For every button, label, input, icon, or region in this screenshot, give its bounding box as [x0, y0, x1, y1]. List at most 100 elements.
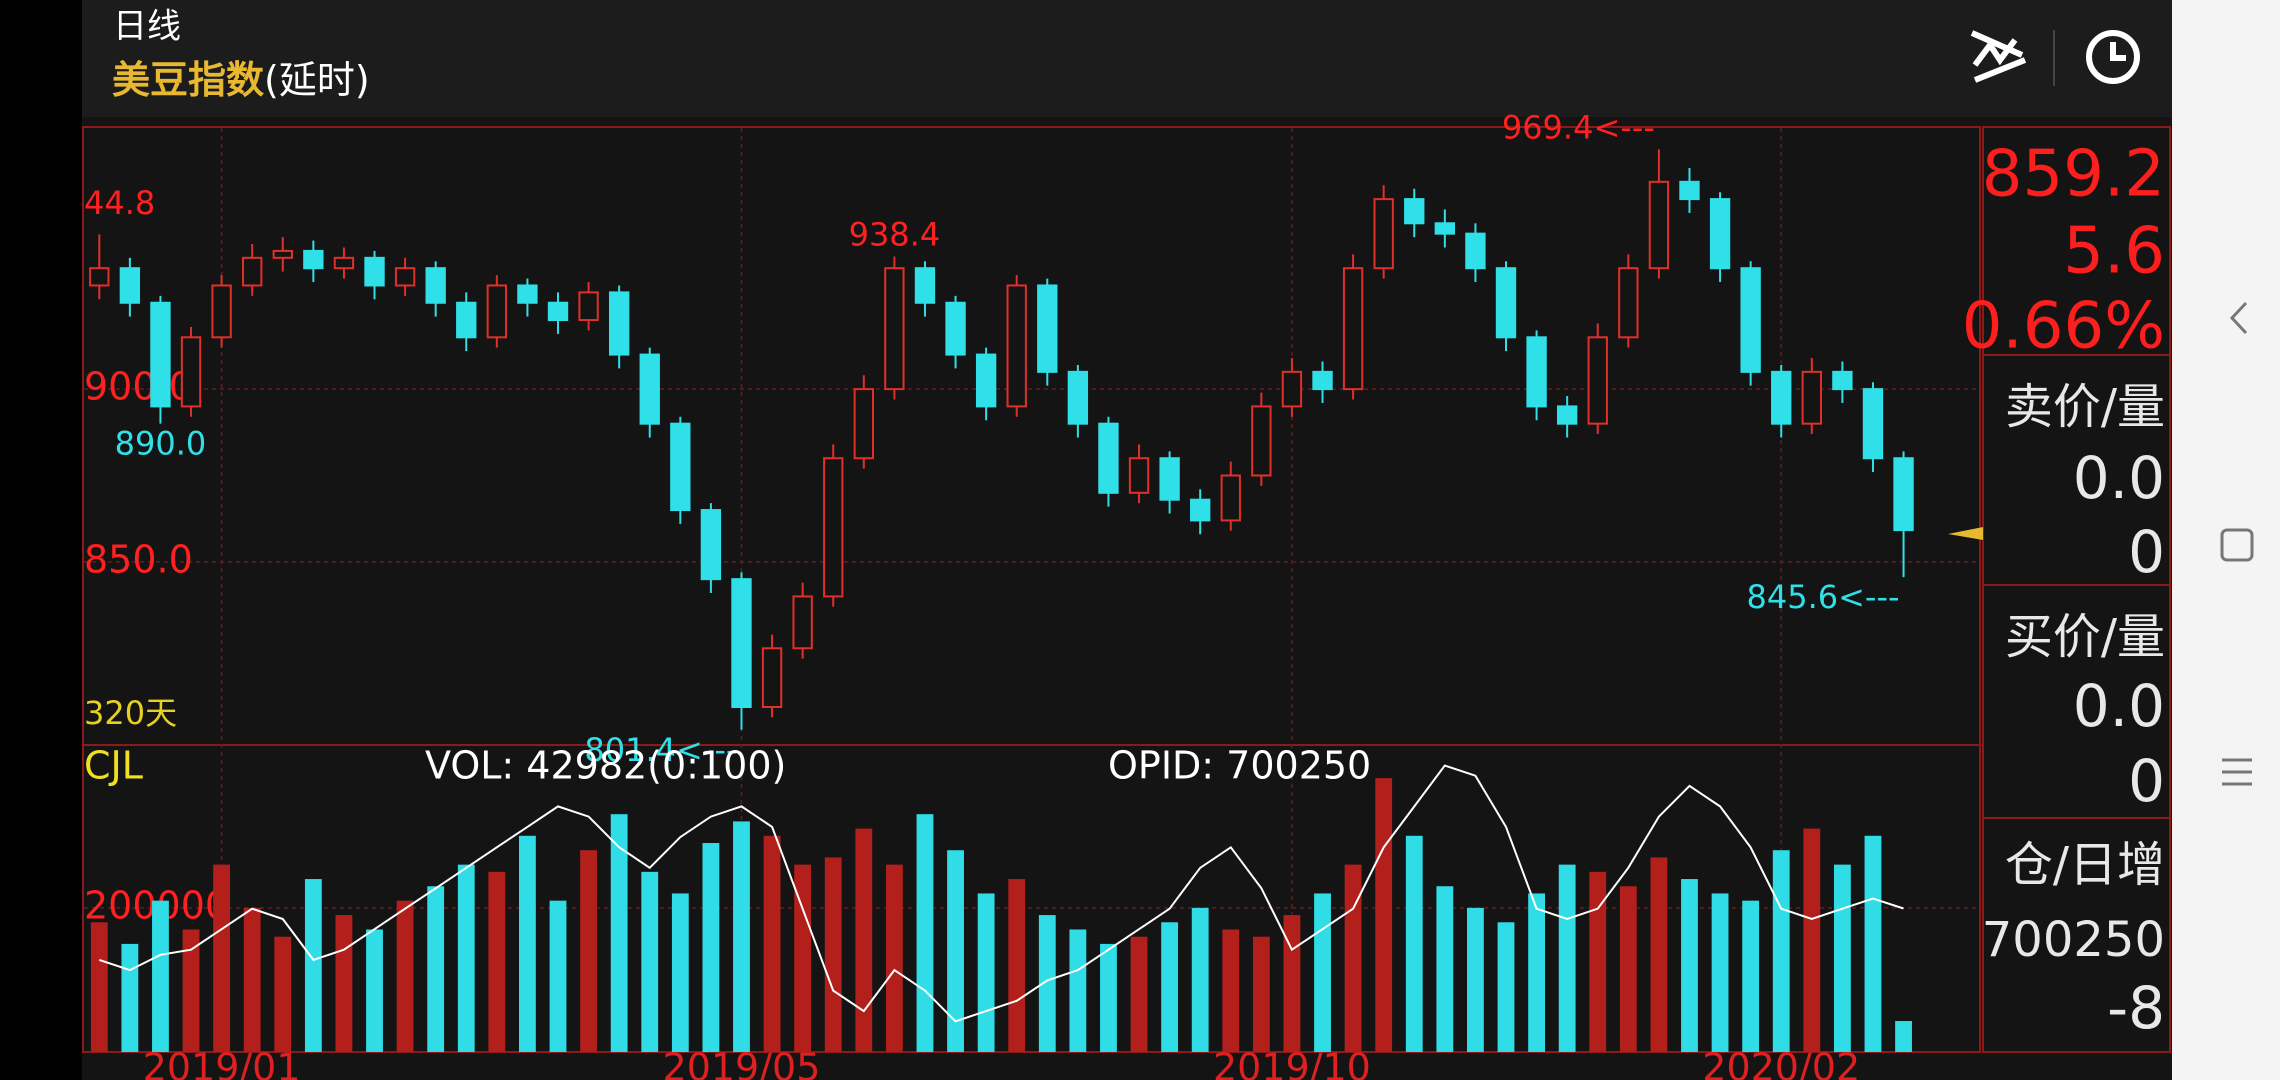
candle-body	[303, 249, 324, 270]
candle-body	[1495, 267, 1517, 339]
volume-bar	[702, 843, 720, 1052]
volume-bar	[274, 936, 292, 1052]
candle-body	[761, 647, 783, 708]
candle-body	[792, 595, 813, 650]
home-button[interactable]	[2220, 528, 2254, 562]
candle-body	[1709, 198, 1731, 270]
volume-bar	[1191, 907, 1209, 1052]
volume-bar	[671, 893, 689, 1052]
delay-note: (延时)	[264, 58, 370, 102]
volume-bar	[1283, 915, 1301, 1052]
days-label: 320天	[84, 694, 177, 732]
volume-bar	[1130, 936, 1148, 1052]
candle-body	[914, 267, 936, 304]
candle-body	[700, 509, 722, 581]
nav-bar	[2172, 0, 2280, 1080]
candle-body	[1679, 180, 1700, 201]
candle-body	[1342, 267, 1364, 391]
period[interactable]: 日线	[113, 7, 181, 47]
candle-body	[1251, 405, 1272, 477]
annotation: 969.4<---	[1502, 108, 1655, 146]
frames	[82, 126, 2171, 1053]
volume-bar	[641, 871, 659, 1052]
candle-body	[1312, 370, 1333, 391]
change-percent: 0.66%	[1962, 290, 2165, 364]
candle-body	[394, 267, 416, 287]
volume-bar	[947, 850, 964, 1052]
candle-body	[1006, 284, 1027, 408]
price-pointer	[1948, 527, 1983, 540]
volume-bar	[1497, 922, 1515, 1052]
volume-bar	[1344, 864, 1362, 1052]
volume-bar	[885, 864, 903, 1052]
volume-bar	[1803, 828, 1821, 1052]
volume-bar	[1222, 929, 1240, 1052]
indicator-icon[interactable]	[1970, 30, 2027, 83]
candle-body	[1832, 370, 1853, 391]
volume-bar	[916, 814, 934, 1052]
symbol-name: 美豆指数	[112, 58, 264, 102]
candle-body	[1893, 457, 1914, 532]
volume-bar	[457, 864, 475, 1052]
recent-button[interactable]	[2222, 758, 2252, 786]
volume-bar	[1895, 1021, 1912, 1052]
clock-icon[interactable]	[2086, 30, 2140, 84]
volume-bar	[610, 814, 628, 1052]
annotation: 44.8	[84, 184, 155, 222]
volume-bar	[1528, 893, 1545, 1052]
open-interest-line	[98, 764, 1904, 1023]
volume-bar	[580, 850, 597, 1052]
candle-body	[1771, 370, 1792, 425]
volume-bar	[488, 871, 506, 1052]
candle-body	[1037, 284, 1058, 373]
candle-body	[272, 249, 293, 259]
y-tick-label: 850.0	[84, 537, 193, 581]
volume-bar	[1008, 879, 1026, 1052]
candle-body	[89, 267, 110, 287]
volume-bar	[549, 900, 567, 1052]
candle-body	[1556, 405, 1578, 425]
candle-body	[150, 301, 171, 408]
candle-body	[1801, 370, 1822, 425]
volume-bar	[1069, 929, 1087, 1052]
last-price: 859.2	[1982, 138, 2165, 212]
candle-body	[456, 301, 477, 339]
ask-price: 0.0	[2073, 444, 2165, 512]
volume-bar	[1375, 778, 1393, 1052]
volume-bar	[1711, 893, 1729, 1052]
volume-bar	[1772, 850, 1790, 1052]
indicator-name: CJL	[84, 744, 143, 788]
volume-bar	[335, 915, 353, 1052]
candle-body	[975, 353, 997, 408]
bid-label: 买价/量	[2005, 609, 2165, 665]
annotation: 938.4	[849, 215, 941, 253]
volume-bar	[1864, 835, 1882, 1052]
volume-label: VOL: 42982(0:100)	[425, 744, 786, 788]
candle-body	[1281, 370, 1303, 408]
volume-bar	[121, 943, 139, 1052]
annotation: 890.0	[115, 425, 207, 463]
candle-body	[1434, 222, 1456, 235]
volume-bar	[1742, 900, 1760, 1052]
candle-body	[180, 336, 202, 408]
candle-body	[945, 301, 966, 356]
back-button[interactable]	[2229, 301, 2248, 335]
opid-label: OPID: 700250	[1108, 744, 1371, 788]
volume-bar	[1467, 907, 1484, 1052]
volume-bar	[304, 879, 322, 1052]
volume-bar	[427, 886, 445, 1052]
volume-bar	[396, 900, 414, 1052]
volume-bar	[824, 857, 842, 1052]
candle-body	[1373, 198, 1394, 270]
volume-bar	[763, 835, 781, 1052]
candle-body	[1465, 232, 1486, 270]
volume-bar	[1161, 922, 1179, 1052]
candle-body	[1159, 457, 1180, 501]
annotation: 801.4<---	[584, 731, 737, 769]
candle-body	[1618, 267, 1639, 339]
change: 5.6	[2063, 215, 2165, 289]
candle-body	[731, 578, 752, 708]
volume-bar	[519, 835, 536, 1052]
candle-body	[884, 267, 905, 391]
candle-body	[608, 291, 630, 356]
